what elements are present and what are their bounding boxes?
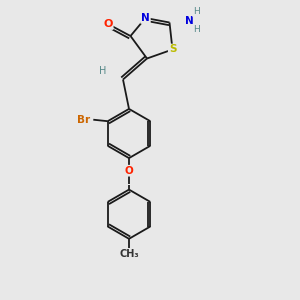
Text: N: N: [184, 16, 194, 26]
Text: H: H: [193, 8, 200, 16]
Text: O: O: [103, 19, 113, 29]
Text: N: N: [141, 13, 150, 23]
Text: S: S: [169, 44, 176, 55]
Text: H: H: [99, 66, 106, 76]
Text: O: O: [124, 166, 134, 176]
Text: Br: Br: [76, 115, 90, 125]
Text: CH₃: CH₃: [119, 249, 139, 259]
Text: H: H: [193, 26, 200, 34]
